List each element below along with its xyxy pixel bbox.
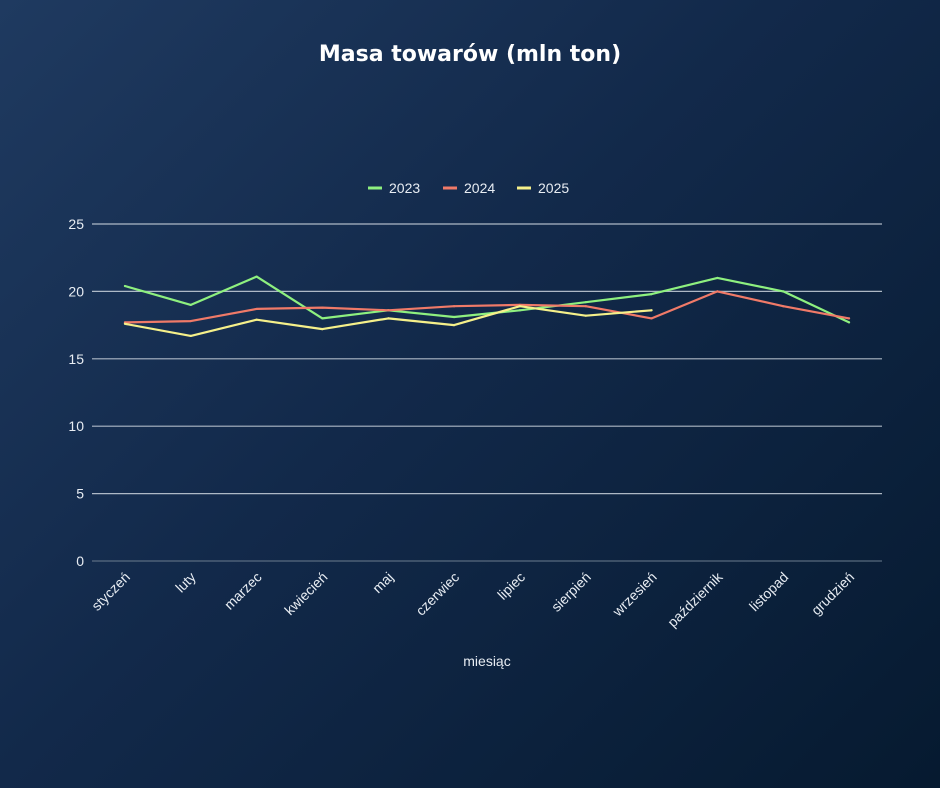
x-tick-label: grudzień — [808, 569, 857, 618]
y-axis: 0 5 10 15 20 25 — [68, 216, 84, 569]
data-point-2025 — [255, 318, 258, 321]
x-tick-label: sierpień — [548, 569, 594, 615]
x-tick-label: marzec — [221, 569, 265, 613]
legend: 2023 2024 2025 — [368, 180, 569, 196]
series-line-2023 — [124, 275, 850, 324]
data-point-2023 — [847, 321, 851, 324]
data-point-2025 — [321, 328, 324, 331]
data-point-2024 — [387, 309, 390, 312]
data-point-2025 — [452, 324, 456, 327]
y-tick-label: 0 — [76, 553, 84, 569]
data-point-2023 — [584, 301, 587, 304]
data-point-2025 — [123, 322, 127, 325]
data-point-2024 — [716, 290, 719, 293]
data-point-2025 — [584, 314, 587, 317]
data-point-2024 — [321, 306, 324, 309]
x-axis-label: miesiąc — [463, 653, 510, 669]
legend-label: 2024 — [464, 180, 495, 196]
y-tick-label: 25 — [68, 216, 84, 232]
legend-label: 2025 — [538, 180, 569, 196]
series-lines — [123, 275, 851, 337]
x-tick-label: listopad — [746, 569, 791, 614]
data-point-2023 — [189, 303, 192, 306]
data-point-2023 — [255, 275, 258, 278]
data-point-2024 — [452, 305, 456, 308]
x-tick-label: styczeń — [88, 569, 133, 614]
chart-title: Masa towarów (mln ton) — [319, 42, 621, 67]
data-point-2023 — [518, 309, 522, 312]
x-tick-label: czerwiec — [412, 569, 462, 619]
data-point-2023 — [321, 317, 324, 320]
legend-label: 2023 — [389, 180, 420, 196]
x-tick-label: luty — [172, 569, 199, 596]
y-tick-label: 5 — [76, 486, 84, 502]
x-tick-label: wrzesień — [609, 569, 660, 620]
data-point-2023 — [650, 292, 653, 296]
x-tick-label: maj — [369, 569, 396, 596]
series-line-2024 — [124, 290, 850, 324]
data-point-2023 — [123, 284, 127, 288]
y-tick-label: 20 — [68, 283, 84, 299]
data-point-2025 — [650, 309, 653, 312]
x-tick-label: kwiecień — [281, 569, 330, 618]
data-point-2023 — [782, 290, 785, 293]
grid-lines — [92, 223, 882, 562]
data-point-2025 — [189, 334, 192, 337]
y-tick-label: 10 — [68, 418, 84, 434]
data-point-2023 — [452, 315, 456, 319]
x-tick-label: lipiec — [494, 569, 528, 603]
y-tick-label: 15 — [68, 351, 84, 367]
data-point-2025 — [387, 317, 390, 320]
data-point-2024 — [650, 317, 653, 320]
data-point-2023 — [716, 276, 719, 280]
x-axis: styczeń luty marzec kwiecień maj czerwiec lipi… — [88, 568, 857, 630]
data-point-2025 — [518, 305, 522, 308]
x-tick-label: październik — [664, 568, 726, 630]
data-point-2024 — [189, 319, 192, 323]
data-point-2024 — [584, 305, 587, 308]
data-point-2024 — [255, 307, 258, 311]
data-point-2024 — [782, 305, 785, 308]
data-point-2024 — [847, 317, 851, 320]
